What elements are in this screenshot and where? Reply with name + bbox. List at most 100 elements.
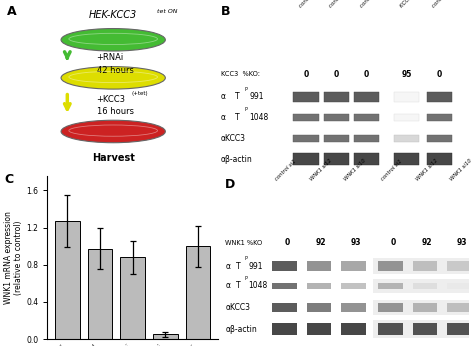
Bar xyxy=(324,153,349,165)
Bar xyxy=(427,92,452,102)
Bar xyxy=(412,283,437,289)
Bar xyxy=(354,135,379,142)
Bar xyxy=(272,323,297,335)
Text: WNK1 si12: WNK1 si12 xyxy=(415,158,439,182)
Bar xyxy=(427,114,452,121)
Text: control si1: control si1 xyxy=(274,158,298,182)
Text: D: D xyxy=(225,178,236,191)
Bar xyxy=(293,92,319,102)
Text: 42 hours: 42 hours xyxy=(97,66,133,75)
Text: WNK1 si10: WNK1 si10 xyxy=(449,158,474,182)
Bar xyxy=(412,303,437,312)
Bar xyxy=(427,153,452,165)
Bar xyxy=(394,114,419,121)
Text: αKCC3: αKCC3 xyxy=(220,134,246,143)
Bar xyxy=(354,153,379,165)
Bar xyxy=(354,92,379,102)
Bar xyxy=(324,135,349,142)
Bar xyxy=(186,246,210,339)
Bar xyxy=(293,114,319,121)
Bar xyxy=(394,114,419,121)
Bar xyxy=(412,323,437,335)
Bar xyxy=(341,303,366,312)
Text: control si1: control si1 xyxy=(431,0,456,9)
Text: (+tet): (+tet) xyxy=(132,91,148,96)
Bar xyxy=(354,153,379,165)
Text: 1048: 1048 xyxy=(249,113,269,122)
Text: T: T xyxy=(237,281,241,290)
Text: αβ-actin: αβ-actin xyxy=(220,155,252,164)
Text: 0: 0 xyxy=(334,70,339,79)
Bar xyxy=(307,303,331,312)
Text: Harvest: Harvest xyxy=(92,153,135,163)
Text: 93: 93 xyxy=(351,238,361,247)
Ellipse shape xyxy=(61,120,165,143)
Bar xyxy=(307,262,331,271)
Bar xyxy=(354,135,379,142)
Bar xyxy=(293,114,319,121)
Text: control si1: control si1 xyxy=(359,0,383,9)
Bar xyxy=(373,300,474,316)
Text: P: P xyxy=(245,276,247,281)
Text: 0: 0 xyxy=(364,70,369,79)
Text: P: P xyxy=(245,86,247,92)
Text: control si1: control si1 xyxy=(328,0,353,9)
Bar xyxy=(55,221,80,339)
Bar xyxy=(272,303,297,312)
Bar xyxy=(307,323,331,335)
Text: C: C xyxy=(5,173,14,186)
Text: T: T xyxy=(235,113,240,122)
Text: α: α xyxy=(220,113,226,122)
Bar xyxy=(394,153,419,165)
Bar xyxy=(354,114,379,121)
Bar xyxy=(427,135,452,142)
Text: control si1: control si1 xyxy=(381,158,403,182)
Bar xyxy=(427,135,452,142)
Bar xyxy=(293,92,319,102)
Bar xyxy=(378,283,403,289)
Bar xyxy=(324,114,349,121)
Bar xyxy=(324,135,349,142)
Text: 92: 92 xyxy=(316,238,327,247)
Text: 16 hours: 16 hours xyxy=(97,107,134,116)
Text: 0: 0 xyxy=(284,238,290,247)
Text: HEK-KCC3: HEK-KCC3 xyxy=(89,10,137,20)
Bar xyxy=(341,262,366,271)
Bar xyxy=(354,92,379,102)
Text: +RNAi: +RNAi xyxy=(97,53,124,62)
Bar xyxy=(341,323,366,335)
Bar xyxy=(412,262,437,271)
Bar xyxy=(272,283,297,289)
Text: α: α xyxy=(220,92,226,101)
Bar xyxy=(373,279,474,293)
Text: WNK1 si10: WNK1 si10 xyxy=(344,158,367,182)
Text: A: A xyxy=(7,5,17,18)
Text: B: B xyxy=(220,5,230,18)
Bar xyxy=(447,323,472,335)
Bar xyxy=(373,320,474,338)
Text: αKCC3: αKCC3 xyxy=(225,303,250,312)
Text: 0: 0 xyxy=(303,70,309,79)
Text: α: α xyxy=(225,262,230,271)
Text: T: T xyxy=(235,92,240,101)
Bar xyxy=(324,114,349,121)
Bar xyxy=(371,78,386,173)
Text: T: T xyxy=(237,262,241,271)
Bar xyxy=(324,92,349,102)
Bar xyxy=(373,258,474,274)
Text: tet ON: tet ON xyxy=(157,9,177,13)
Text: 1048: 1048 xyxy=(249,281,268,290)
Text: KCC3  %KO:: KCC3 %KO: xyxy=(220,71,260,78)
Text: 991: 991 xyxy=(249,92,264,101)
Bar xyxy=(307,283,331,289)
Text: 0: 0 xyxy=(390,238,395,247)
Text: 92: 92 xyxy=(422,238,433,247)
Bar xyxy=(427,92,452,102)
Bar xyxy=(394,92,419,102)
Ellipse shape xyxy=(61,67,165,89)
Bar xyxy=(394,135,419,142)
Text: +KCC3: +KCC3 xyxy=(97,95,126,104)
Bar xyxy=(394,153,419,165)
Text: WNK1 %KO: WNK1 %KO xyxy=(225,240,263,246)
Bar xyxy=(324,153,349,165)
